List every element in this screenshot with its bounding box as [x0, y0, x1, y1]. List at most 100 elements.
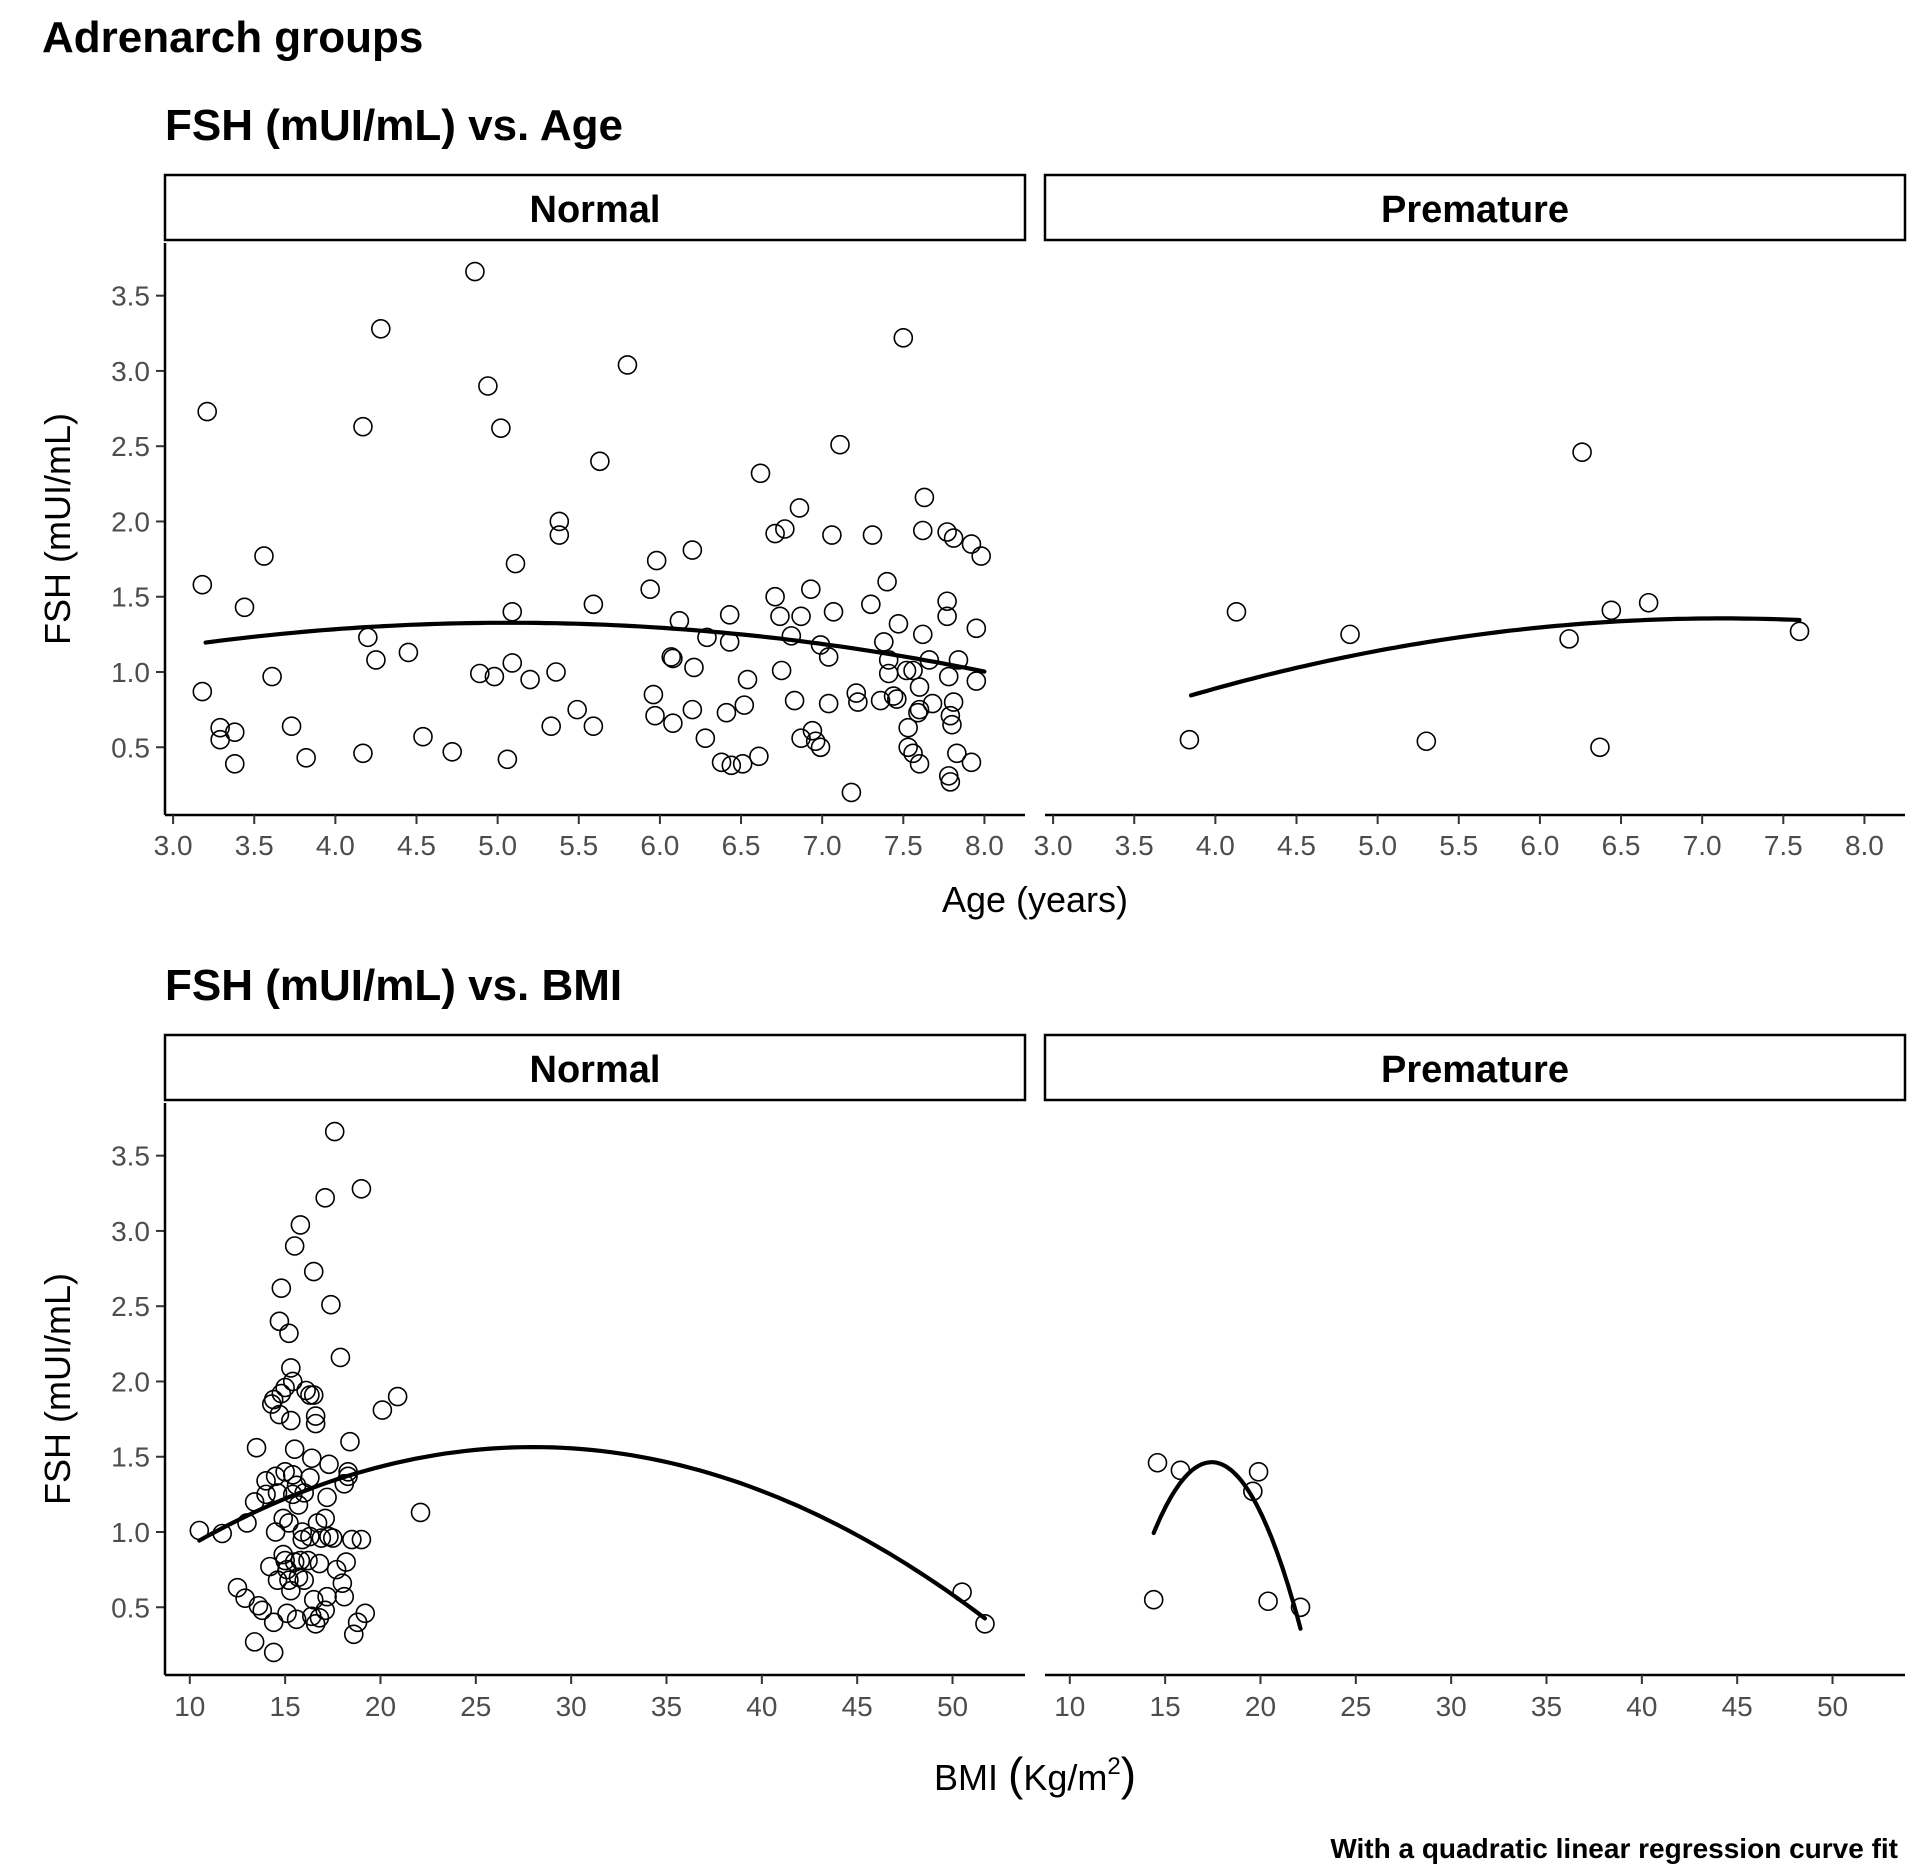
data-point: [818, 647, 839, 667]
x-tick-label: 3.5: [235, 830, 274, 861]
data-point: [281, 716, 302, 736]
data-point: [442, 741, 463, 762]
data-point: [841, 782, 862, 803]
x-tick-label: 6.0: [1520, 830, 1559, 861]
data-point: [966, 671, 987, 691]
data-point: [938, 666, 959, 687]
y-axis-label: FSH (mUI/mL): [37, 1273, 78, 1505]
data-point: [750, 463, 771, 484]
data-point: [263, 1612, 284, 1633]
y-tick-label: 1.0: [111, 1517, 150, 1548]
x-tick-label: 45: [842, 1691, 873, 1722]
data-point: [351, 1529, 372, 1550]
data-point: [484, 666, 505, 687]
plots-container: FSH (mUI/mL) vs. Age FSH (mUI/mL) 0.5 1.0 1.…: [37, 101, 1907, 1800]
data-point: [861, 594, 881, 615]
x-tick-label: 8.0: [1845, 830, 1884, 861]
data-point: [810, 737, 831, 758]
data-point: [887, 689, 907, 709]
data-point: [1290, 1597, 1311, 1618]
data-point: [1143, 1589, 1164, 1610]
y-tick-label: 2.0: [111, 506, 150, 537]
facet-strip: [1043, 1033, 1907, 1102]
y-tick-label: 2.5: [111, 431, 150, 462]
data-point: [943, 528, 964, 548]
x-tick-label: 5.0: [1358, 830, 1397, 861]
data-point: [254, 546, 274, 566]
y-axis-label: FSH (mUI/mL): [37, 413, 78, 645]
data-point: [940, 772, 961, 792]
panel-premature: Premature 10 15 20 25 30 35 40 45 50: [1043, 1033, 1907, 1722]
panel-premature: Premature 3.0 3.5 4.0 4.5 5.0 5.5 6.0 6.5 7.0 7.5 8…: [1034, 173, 1907, 861]
data-point: [305, 1413, 326, 1434]
x-axis-label: Age (years): [942, 879, 1128, 920]
data-point: [353, 416, 373, 437]
data-point: [909, 677, 930, 697]
chart-1: FSH (mUI/mL) vs. Age FSH (mUI/mL) 0.5 1.0 1.…: [37, 101, 1907, 920]
data-point: [343, 1624, 364, 1645]
data-point: [502, 601, 523, 622]
data-point: [1258, 1591, 1278, 1612]
data-point: [663, 713, 683, 733]
data-point: [324, 1121, 345, 1142]
x-tick-label: 50: [937, 1691, 968, 1722]
x-tick-label: 5.0: [478, 830, 517, 861]
y-tick-label: 3.0: [111, 356, 150, 387]
data-point: [765, 523, 785, 544]
data-point: [355, 1603, 376, 1624]
y-tick-label: 0.5: [111, 1592, 150, 1623]
data-point: [549, 511, 570, 532]
data-point: [300, 1385, 320, 1405]
data-point: [961, 534, 982, 554]
data-point: [697, 627, 717, 648]
facet-strip: [1043, 173, 1907, 242]
data-point: [682, 540, 703, 560]
data-point: [281, 1410, 301, 1431]
data-point: [319, 1454, 339, 1475]
data-point: [248, 1595, 269, 1616]
data-point: [469, 663, 490, 684]
facet-label: Normal: [530, 1049, 661, 1091]
data-point: [898, 737, 918, 758]
data-point: [279, 1513, 299, 1533]
data-point: [303, 1589, 324, 1610]
facet-label: Premature: [1381, 1049, 1569, 1091]
y-tick-label: 1.5: [111, 1442, 150, 1473]
data-point: [663, 648, 683, 669]
x-tick-label: 35: [1531, 1691, 1562, 1722]
data-point: [371, 318, 391, 339]
data-point: [1590, 737, 1610, 758]
data-point: [372, 1400, 393, 1420]
data-point: [271, 1383, 292, 1404]
data-point: [1147, 1452, 1168, 1473]
data-point: [1601, 600, 1622, 621]
data-point: [937, 591, 957, 612]
data-point: [281, 1358, 301, 1378]
data-point: [336, 1552, 356, 1572]
data-point: [282, 1484, 303, 1505]
data-point: [246, 1437, 267, 1458]
data-point: [210, 717, 230, 738]
x-tick-label: 30: [556, 1691, 587, 1722]
data-point: [914, 487, 935, 508]
data-point: [330, 1347, 351, 1368]
x-tick-label: 7.5: [1764, 830, 1803, 861]
x-tick-label: 7.0: [803, 830, 842, 861]
data-point: [321, 1294, 341, 1315]
data-point: [387, 1386, 408, 1407]
x-tick-label: 15: [270, 1691, 301, 1722]
x-tick-label: 35: [651, 1691, 682, 1722]
data-point: [805, 731, 826, 752]
data-point: [791, 606, 811, 627]
data-point: [269, 1404, 290, 1425]
data-point: [298, 1550, 318, 1571]
x-tick-label: 20: [1245, 1691, 1276, 1722]
data-point: [734, 695, 755, 715]
x-tick-label: 10: [174, 1691, 205, 1722]
data-point: [878, 663, 899, 684]
data-point: [366, 650, 386, 670]
data-point: [583, 594, 604, 615]
data-point: [684, 657, 704, 678]
data-point: [303, 1261, 324, 1282]
